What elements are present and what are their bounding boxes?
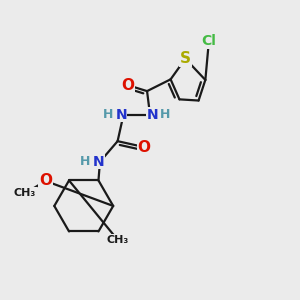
Text: O: O — [138, 140, 151, 154]
Text: N: N — [93, 155, 104, 169]
Text: N: N — [146, 108, 158, 122]
Text: H: H — [80, 155, 90, 168]
Text: Cl: Cl — [202, 34, 216, 48]
Text: S: S — [180, 51, 191, 66]
Text: O: O — [122, 78, 134, 93]
Text: H: H — [103, 108, 113, 121]
Text: CH₃: CH₃ — [14, 188, 36, 198]
Text: O: O — [39, 173, 52, 188]
Text: N: N — [115, 108, 127, 122]
Text: H: H — [160, 108, 170, 121]
Text: CH₃: CH₃ — [106, 235, 129, 245]
